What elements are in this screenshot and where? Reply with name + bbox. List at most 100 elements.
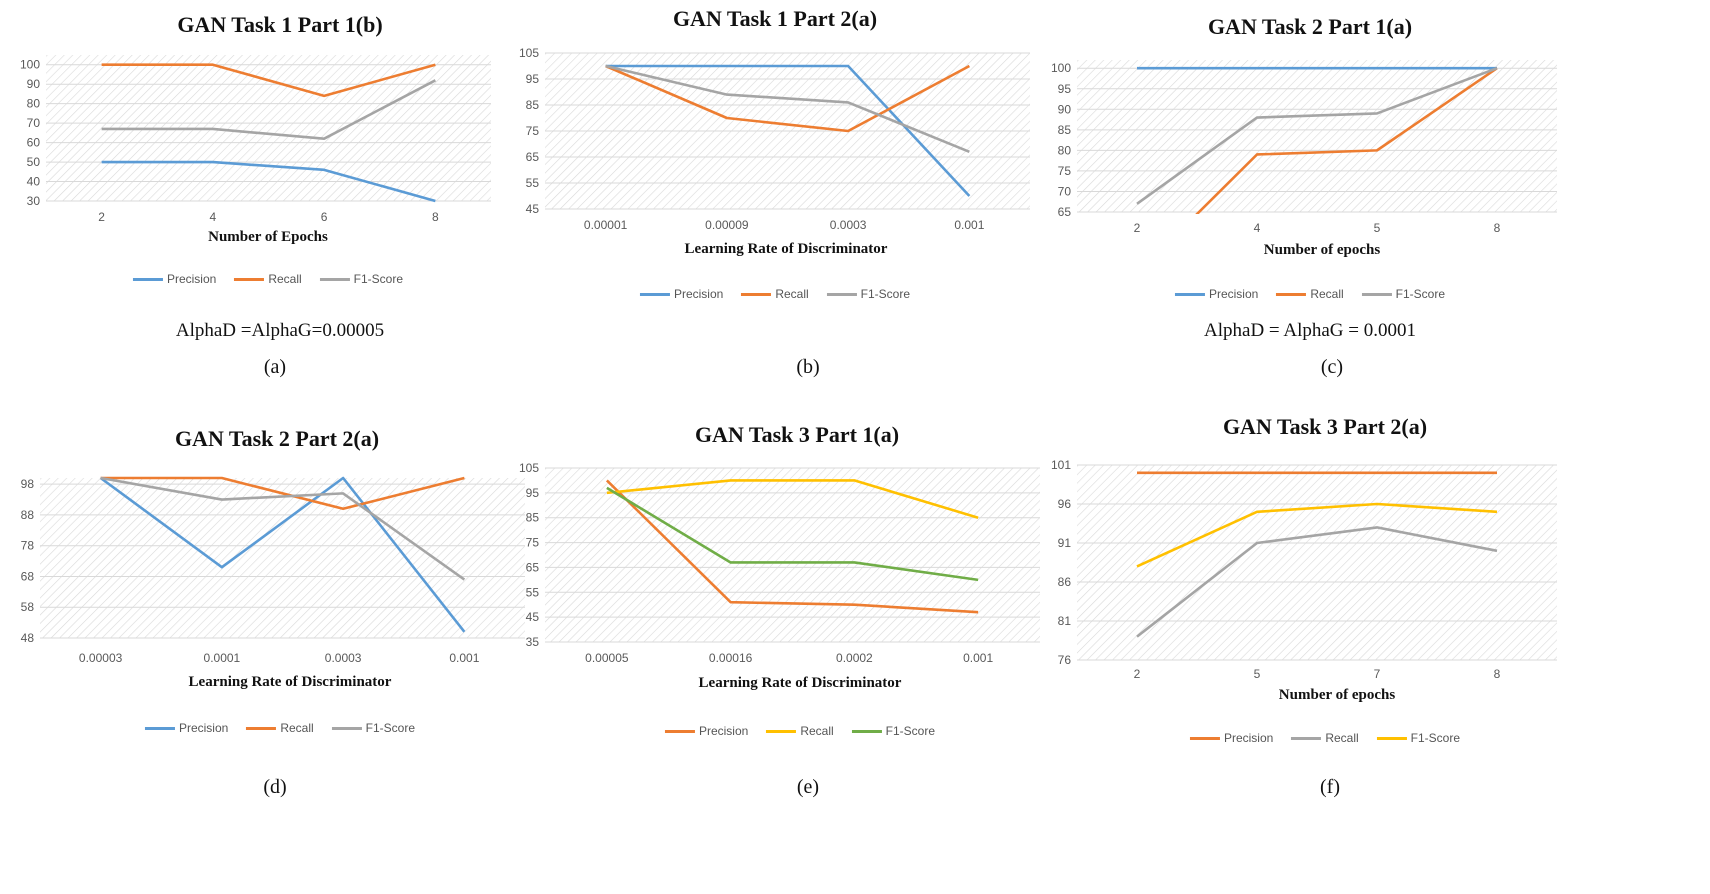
- y-tick-label: 30: [27, 194, 41, 208]
- x-tick-label: 0.0001: [204, 651, 241, 665]
- y-tick-label: 68: [21, 569, 35, 583]
- params-a: AlphaD =AlphaG=0.00005: [175, 320, 385, 341]
- legend-label: F1-Score: [353, 272, 404, 286]
- legend-item-f1-score: F1-Score: [319, 272, 404, 286]
- x-tick-label: 0.0003: [325, 651, 362, 665]
- series-line-recall: [606, 479, 979, 519]
- legend-swatch: [1174, 292, 1205, 296]
- legend-swatch: [1361, 292, 1392, 296]
- y-tick-label: 100: [20, 58, 40, 72]
- legend-f: Precision Recall F1-Score: [1189, 731, 1460, 745]
- chart-title-f: GAN Task 3 Part 2(a): [1222, 414, 1428, 439]
- x-axis-label-c: Number of epochs: [1263, 242, 1381, 258]
- y-tick-label: 78: [21, 539, 35, 553]
- legend-label: F1-Score: [365, 721, 416, 735]
- chart-b: 45 55 65 75 85 95 105 0.00001 0.00009 0.0003 0.001: [519, 46, 1030, 232]
- y-tick-label: 45: [526, 610, 540, 624]
- y-tick-label: 90: [27, 77, 41, 91]
- legend-swatch: [1376, 736, 1407, 740]
- plot-area: [545, 468, 1040, 642]
- series-line-precision: [101, 160, 436, 203]
- params-c: AlphaD = AlphaG = 0.0001: [1204, 320, 1416, 341]
- legend-label: Precision: [1208, 287, 1259, 301]
- legend-swatch: [331, 726, 362, 730]
- legend-swatch: [851, 729, 882, 733]
- y-tick-label: 55: [526, 585, 540, 599]
- y-tick-label: 86: [1058, 575, 1072, 589]
- chart-a: 30 40 50 60 70 80 90 100 2 4 6 8: [20, 55, 491, 224]
- legend-swatch: [319, 277, 350, 281]
- y-tick-label: 85: [526, 511, 540, 525]
- series-line-f1-score: [100, 476, 466, 581]
- series-line-f1-score: [1136, 66, 1498, 205]
- caption-a: (a): [263, 356, 287, 378]
- x-tick-label: 8: [1494, 221, 1501, 235]
- y-tick-label: 95: [526, 72, 540, 86]
- legend-swatch: [1189, 736, 1220, 740]
- legend-b: Precision Recall F1-Score: [639, 287, 910, 301]
- legend-label: Recall: [1310, 287, 1344, 301]
- legend-label: Precision: [673, 287, 724, 301]
- legend-item-precision: Precision: [144, 721, 228, 735]
- x-axis-label-d: Learning Rate of Discriminator: [188, 674, 392, 690]
- legend-swatch: [766, 729, 797, 733]
- x-tick-label: 0.00016: [709, 651, 753, 665]
- series-line-f1-score: [101, 79, 436, 141]
- legend-label: Recall: [800, 724, 834, 738]
- y-tick-label: 76: [1058, 653, 1072, 667]
- y-tick-label: 58: [21, 600, 35, 614]
- legend-item-f1-score: F1-Score: [1376, 731, 1460, 745]
- y-tick-label: 80: [27, 97, 41, 111]
- legend-swatch: [826, 292, 857, 296]
- series-line-precision: [605, 479, 979, 614]
- x-tick-label: 0.00003: [79, 651, 123, 665]
- caption-c: (c): [1320, 356, 1344, 378]
- y-tick-label: 105: [519, 46, 539, 60]
- plot-area: [1077, 465, 1557, 660]
- x-tick-label: 4: [210, 210, 217, 224]
- x-tick-label: 2: [98, 210, 105, 224]
- legend-swatch: [246, 726, 277, 730]
- y-tick-label: 75: [526, 124, 540, 138]
- y-tick-label: 100: [1051, 61, 1071, 75]
- legend-label: F1-Score: [885, 724, 936, 738]
- x-tick-label: 6: [321, 210, 328, 224]
- x-axis-label-f: Number of epochs: [1278, 687, 1396, 703]
- y-tick-label: 91: [1058, 536, 1072, 550]
- series-line-recall: [1136, 526, 1498, 638]
- series-line-recall: [100, 476, 465, 511]
- y-tick-label: 98: [21, 477, 35, 491]
- series-line-recall: [1195, 67, 1498, 214]
- series-line-precision: [605, 64, 971, 197]
- x-tick-label: 2: [1134, 667, 1141, 681]
- y-tick-label: 80: [1058, 143, 1072, 157]
- legend-item-f1-score: F1-Score: [826, 287, 910, 301]
- legend-label: Recall: [280, 721, 314, 735]
- caption-f: (f): [1320, 776, 1340, 798]
- x-tick-label: 5: [1374, 221, 1381, 235]
- legend-item-f1-score: F1-Score: [851, 724, 936, 738]
- y-tick-label: 65: [526, 560, 540, 574]
- plot-area: [1077, 60, 1557, 212]
- caption-b: (b): [796, 356, 820, 378]
- y-tick-label: 96: [1058, 497, 1072, 511]
- x-tick-label: 0.00005: [585, 651, 629, 665]
- legend-label: Precision: [166, 272, 217, 286]
- y-tick-label: 75: [526, 536, 540, 550]
- y-tick-label: 95: [526, 486, 540, 500]
- legend-label: Recall: [775, 287, 809, 301]
- y-tick-label: 90: [1058, 102, 1072, 116]
- y-tick-label: 85: [1058, 123, 1072, 137]
- legend-d: Precision Recall F1-Score: [144, 721, 416, 735]
- legend-swatch: [234, 277, 265, 281]
- legend-item-f1-score: F1-Score: [1361, 287, 1445, 301]
- y-tick-label: 70: [27, 116, 41, 130]
- y-tick-label: 40: [27, 175, 41, 189]
- legend-swatch: [639, 292, 670, 296]
- legend-item-recall: Recall: [234, 272, 302, 286]
- legend-item-precision: Precision: [1174, 287, 1259, 301]
- x-tick-label: 0.001: [954, 218, 984, 232]
- legend-swatch: [132, 277, 163, 281]
- chart-c: 65 70 75 80 85 90 95 100 2 4 5 8: [1051, 60, 1557, 235]
- x-tick-label: 0.00001: [584, 218, 628, 232]
